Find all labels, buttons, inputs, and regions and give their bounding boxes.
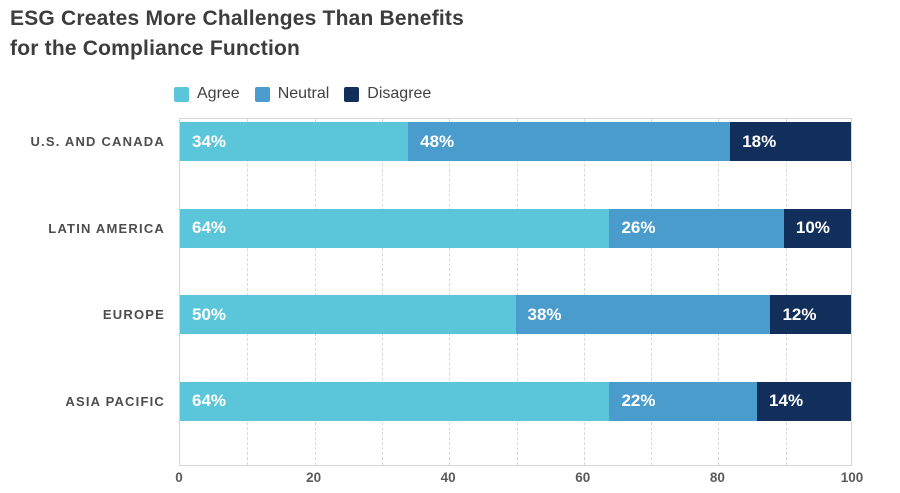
bar-segment-neutral: 26%	[609, 208, 784, 248]
legend-swatch-icon	[174, 86, 189, 102]
x-tick-label: 0	[175, 470, 183, 485]
x-tick-label: 40	[440, 470, 456, 485]
category-axis: U.S. AND CANADA LATIN AMERICA EUROPE ASIA P…	[0, 118, 165, 466]
bar-segment-agree: 34%	[180, 122, 409, 161]
gridline	[785, 119, 787, 465]
gridline	[314, 119, 316, 465]
bar-value-label: 12%	[782, 304, 817, 324]
legend-item-agree: Agree	[174, 85, 240, 103]
bar-value-label: 64%	[192, 218, 227, 237]
bar-row: 34% 48% 18%	[180, 122, 851, 161]
chart-title: ESG Creates More Challenges Than Benefit…	[10, 4, 464, 64]
category-label: LATIN AMERICA	[48, 220, 165, 236]
gridline	[718, 119, 720, 465]
bar-segment-neutral: 22%	[609, 381, 758, 421]
bar-value-label: 34%	[192, 131, 227, 151]
x-tick-label: 60	[575, 470, 591, 485]
chart-title-line-2: for the Compliance Function	[10, 36, 301, 60]
bar-value-label: 26%	[621, 218, 656, 237]
chart-title-line-1: ESG Creates More Challenges Than Benefit…	[10, 7, 464, 30]
bar-segment-neutral: 48%	[408, 122, 731, 161]
gridline	[247, 119, 249, 465]
bar-row: 50% 38% 12%	[180, 295, 851, 334]
bar-segment-neutral: 38%	[515, 295, 771, 334]
bar-value-label: 64%	[192, 391, 227, 410]
gridline	[651, 119, 653, 465]
bar-segment-agree: 64%	[180, 208, 610, 248]
legend-swatch-icon	[254, 86, 270, 102]
bar-segment-disagree: 10%	[783, 208, 851, 248]
gridline	[583, 119, 585, 465]
bar-row: 64% 26% 10%	[180, 208, 851, 248]
legend-item-disagree: Disagree	[344, 85, 431, 103]
category-label: ASIA PACIFIC	[65, 393, 165, 409]
legend: Agree Neutral Disagree	[174, 85, 431, 103]
bar-value-label: 10%	[795, 218, 830, 237]
x-axis: 0 20 40 60 80 100	[0, 470, 900, 490]
gridline	[381, 119, 383, 465]
legend-item-neutral: Neutral	[254, 85, 330, 103]
gridline	[449, 119, 451, 465]
bar-value-label: 48%	[420, 131, 455, 151]
category-label: U.S. AND CANADA	[30, 134, 165, 149]
bar-segment-disagree: 14%	[757, 381, 851, 421]
bar-value-label: 38%	[527, 304, 562, 324]
gridline	[516, 119, 518, 465]
legend-label: Disagree	[367, 85, 432, 102]
plot-area: 34% 48% 18% 64% 26% 10% 50% 38% 12% 64% 22% 14%	[179, 118, 852, 466]
bar-segment-agree: 64%	[180, 381, 610, 421]
bar-segment-agree: 50%	[180, 295, 516, 334]
bar-value-label: 50%	[192, 304, 227, 324]
legend-label: Neutral	[277, 85, 330, 102]
category-label: EUROPE	[102, 307, 165, 322]
bar-row: 64% 22% 14%	[180, 381, 851, 421]
bar-segment-disagree: 12%	[770, 295, 851, 334]
bar-segment-disagree: 18%	[730, 122, 851, 161]
legend-label: Agree	[197, 85, 240, 102]
x-tick-label: 20	[306, 470, 322, 485]
x-tick-label: 80	[709, 470, 725, 485]
bar-value-label: 22%	[621, 391, 656, 410]
bar-value-label: 18%	[742, 131, 777, 151]
x-tick-label: 100	[840, 470, 864, 485]
legend-swatch-icon	[344, 86, 360, 102]
bar-value-label: 14%	[769, 391, 804, 410]
